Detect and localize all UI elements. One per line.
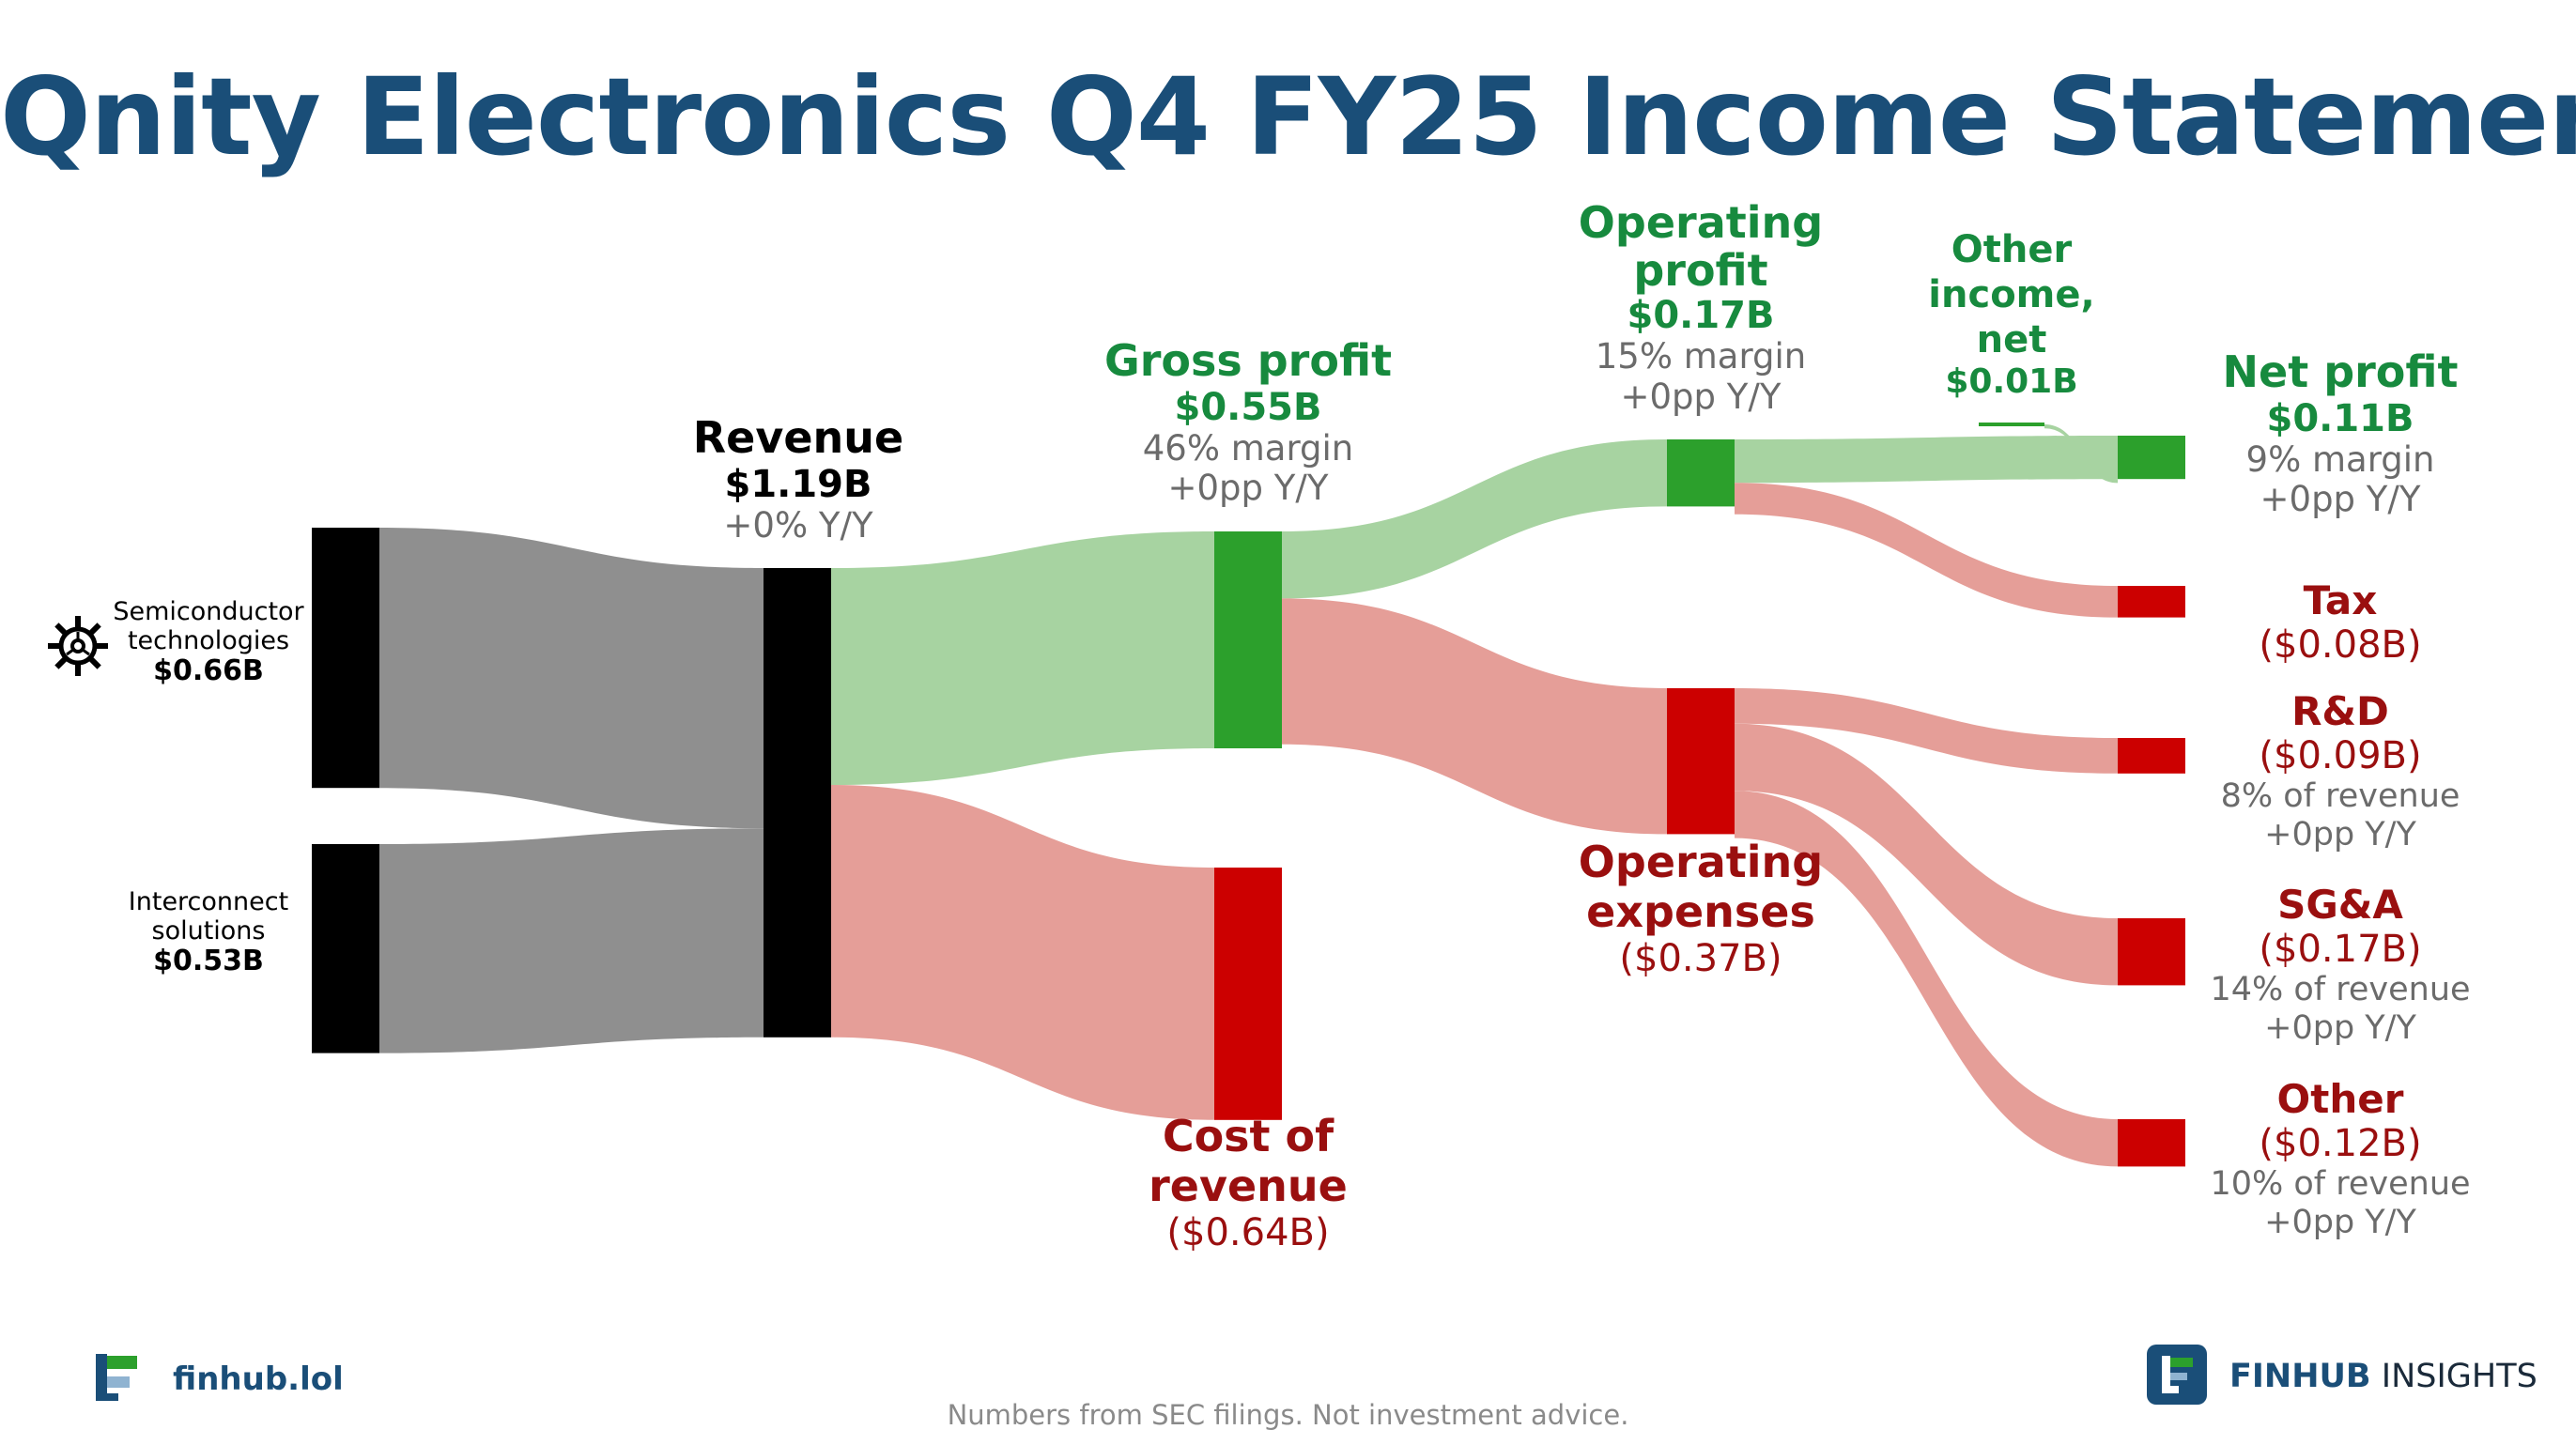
label-gross-profit-margin: 46% margin — [1142, 427, 1354, 469]
gear-icon — [47, 615, 109, 681]
label-cost-of-revenue-value: ($0.64B) — [1166, 1210, 1330, 1254]
label-interconnect: Interconnect solutions $0.53B — [115, 887, 302, 978]
node-inter — [312, 844, 379, 1053]
link-opex-sga — [1735, 723, 2118, 986]
node-net — [2118, 436, 2185, 480]
label-other-income-value: $0.01B — [1945, 362, 2078, 401]
node-other — [2118, 1119, 2185, 1167]
sankey-nodes — [312, 423, 2185, 1167]
label-net-profit: Net profit $0.11B 9% margin +0pp Y/Y — [2222, 347, 2458, 520]
label-other-expense-yy: +0pp Y/Y — [2264, 1203, 2416, 1241]
label-cost-of-revenue-name: Cost of revenue — [1149, 1111, 1348, 1211]
label-operating-profit: Operating profit $0.17B 15% margin +0pp … — [1560, 199, 1842, 417]
label-semiconductor-value: $0.66B — [153, 654, 264, 688]
link-revenue-cor — [831, 785, 1214, 1120]
label-gross-profit-yy: +0pp Y/Y — [1167, 468, 1329, 509]
node-cor — [1214, 868, 1282, 1120]
label-other-expense-value: ($0.12B) — [2259, 1122, 2422, 1166]
label-net-profit-name: Net profit — [2222, 346, 2459, 397]
node-opprofit — [1667, 439, 1735, 507]
brand-right[interactable]: FINHUB INSIGHTS — [2147, 1345, 2537, 1408]
brand-left[interactable]: finhub.lol — [92, 1350, 344, 1408]
label-tax-value: ($0.08B) — [2259, 623, 2422, 668]
node-tax — [2118, 586, 2185, 618]
link-opex-other — [1735, 791, 2118, 1167]
link-opprofit-tax — [1735, 483, 2118, 618]
label-interconnect-name: Interconnect solutions — [128, 887, 289, 946]
label-sga-name: SG&A — [2277, 882, 2403, 928]
node-semi — [312, 528, 379, 789]
label-other-income-name: Other income, net — [1928, 228, 2095, 361]
label-revenue-value: $1.19B — [724, 462, 872, 506]
node-sga — [2118, 918, 2185, 986]
label-rd-value: ($0.09B) — [2259, 734, 2422, 778]
label-gross-profit-name: Gross profit — [1103, 335, 1393, 386]
label-revenue-name: Revenue — [692, 412, 904, 463]
link-otherinc-net — [2044, 424, 2118, 484]
label-revenue-yy: +0% Y/Y — [723, 504, 873, 546]
label-rd-yy: +0pp Y/Y — [2264, 815, 2416, 853]
label-operating-profit-margin: 15% margin — [1595, 336, 1807, 377]
footer-note: Numbers from SEC filings. Not investment… — [947, 1399, 1629, 1431]
node-revenue — [764, 568, 831, 1038]
sankey-links — [379, 424, 2118, 1167]
label-operating-profit-name: Operating profit — [1578, 197, 1824, 296]
label-sga-value: ($0.17B) — [2259, 928, 2422, 972]
label-semiconductor: Semiconductor technologies $0.66B — [105, 597, 312, 688]
finhub-insights-logo-icon — [2147, 1345, 2207, 1408]
label-interconnect-value: $0.53B — [153, 945, 264, 978]
label-operating-profit-value: $0.17B — [1627, 294, 1775, 338]
label-other-expense: Other ($0.12B) 10% of revenue +0pp Y/Y — [2210, 1076, 2471, 1241]
label-operating-expenses-name: Operating expenses — [1578, 837, 1824, 937]
label-sga-yy: +0pp Y/Y — [2264, 1008, 2416, 1047]
node-rd — [2118, 738, 2185, 774]
label-gross-profit-value: $0.55B — [1174, 385, 1322, 429]
link-opex-rd — [1735, 688, 2118, 774]
label-operating-expenses-value: ($0.37B) — [1619, 936, 1782, 980]
link-inter-revenue — [379, 828, 764, 1053]
label-sga: SG&A ($0.17B) 14% of revenue +0pp Y/Y — [2210, 882, 2471, 1047]
label-other-expense-name: Other — [2276, 1076, 2404, 1122]
page-title: Qnity Electronics Q4 FY25 Income Stateme… — [0, 54, 2576, 179]
label-revenue: Revenue $1.19B +0% Y/Y — [693, 413, 904, 546]
link-opprofit-net — [1735, 436, 2118, 484]
link-gross-opprofit — [1282, 439, 1667, 599]
label-operating-profit-yy: +0pp Y/Y — [1620, 376, 1782, 417]
node-opex — [1667, 688, 1735, 835]
brand-right-rest: INSIGHTS — [2370, 1358, 2537, 1395]
link-semi-revenue — [379, 528, 764, 829]
label-rd-pct: 8% of revenue — [2220, 777, 2460, 816]
label-net-profit-yy: +0pp Y/Y — [2260, 479, 2421, 520]
label-tax: Tax ($0.08B) — [2259, 577, 2422, 668]
finhub-logo-icon — [92, 1350, 147, 1408]
label-net-profit-value: $0.11B — [2266, 396, 2414, 440]
label-sga-pct: 14% of revenue — [2210, 971, 2471, 1009]
brand-right-text: FINHUB INSIGHTS — [2229, 1358, 2537, 1395]
node-gross — [1214, 531, 1282, 748]
label-other-expense-pct: 10% of revenue — [2210, 1165, 2471, 1204]
label-rd-name: R&D — [2291, 688, 2389, 734]
brand-right-bold: FINHUB — [2229, 1358, 2371, 1395]
label-semiconductor-name: Semiconductor technologies — [113, 597, 304, 656]
label-net-profit-margin: 9% margin — [2245, 438, 2435, 480]
link-gross-opex — [1282, 598, 1667, 835]
node-otherinc — [1979, 423, 2044, 426]
label-rd: R&D ($0.09B) 8% of revenue +0pp Y/Y — [2220, 688, 2460, 853]
label-operating-expenses: Operating expenses ($0.37B) — [1560, 838, 1842, 980]
label-gross-profit: Gross profit $0.55B 46% margin +0pp Y/Y — [1104, 336, 1392, 509]
link-revenue-gross — [831, 531, 1214, 785]
label-cost-of-revenue: Cost of revenue ($0.64B) — [1126, 1112, 1370, 1254]
label-tax-name: Tax — [2303, 577, 2378, 623]
label-other-income: Other income, net $0.01B — [1918, 227, 2106, 401]
brand-left-text: finhub.lol — [173, 1360, 344, 1398]
